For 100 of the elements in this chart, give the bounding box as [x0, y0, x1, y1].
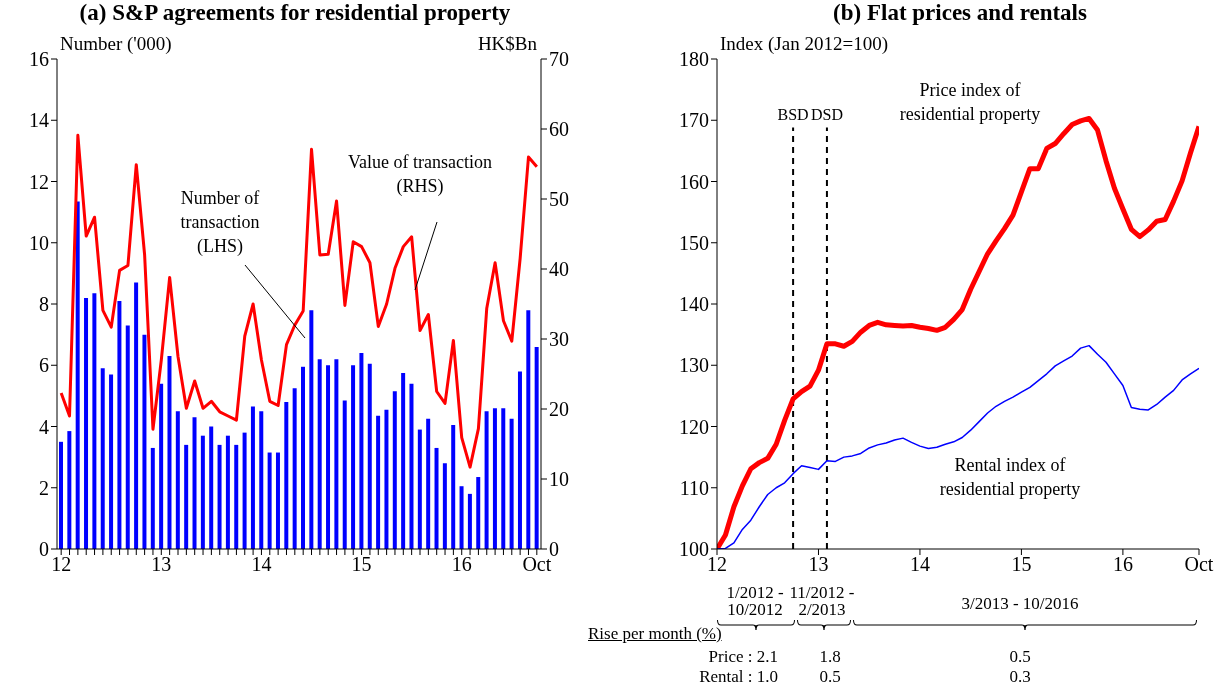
bar — [526, 310, 531, 549]
bar — [167, 356, 172, 549]
bar — [125, 325, 130, 549]
text: 1/2012 - 10/2012 — [726, 583, 784, 619]
bar — [376, 415, 381, 549]
bar — [509, 418, 514, 549]
bar — [150, 447, 155, 549]
bar — [134, 282, 139, 549]
x-tick-label: 16 — [1112, 553, 1133, 576]
y-tick-label: 0 — [39, 538, 49, 561]
x-tick-label: Oct — [1184, 553, 1214, 576]
bar — [200, 435, 205, 549]
bar — [476, 477, 481, 549]
bar — [434, 447, 439, 549]
bar — [75, 201, 80, 549]
bar — [409, 383, 414, 549]
bar — [317, 359, 322, 549]
y-tick-label: 160 — [679, 170, 709, 193]
y2-tick-label: 10 — [549, 468, 569, 491]
bar — [175, 411, 180, 549]
bar — [100, 368, 105, 549]
bar — [284, 402, 289, 549]
bar — [351, 365, 356, 549]
x-tick-label: 15 — [351, 553, 372, 576]
bar — [359, 353, 364, 549]
bar — [484, 411, 489, 549]
text: 3/2013 - 10/2016 — [960, 594, 1080, 613]
y-tick-label: 8 — [39, 293, 49, 316]
bar — [234, 444, 239, 549]
bar — [309, 310, 314, 549]
bar — [159, 383, 164, 549]
bar — [517, 371, 522, 549]
bar — [467, 493, 472, 549]
ref-line-label: BSD — [777, 105, 809, 123]
y2-tick-label: 20 — [549, 398, 569, 421]
x-tick-label: 13 — [808, 553, 829, 576]
y-tick-label: 2 — [39, 476, 49, 499]
x-tick-label: 12 — [707, 553, 727, 576]
bar — [342, 400, 347, 549]
y-tick-label: 120 — [679, 415, 709, 438]
y-tick-label: 16 — [29, 48, 49, 71]
text: 0.3 — [1008, 667, 1032, 686]
bar — [142, 334, 147, 549]
bar — [334, 359, 339, 549]
y-tick-label: 4 — [39, 415, 49, 438]
y-tick-label: 180 — [679, 48, 709, 71]
bar — [250, 406, 255, 549]
line-series — [59, 133, 539, 469]
bar — [367, 363, 372, 549]
bar — [442, 463, 447, 549]
x-tick-label: 16 — [451, 553, 472, 576]
bar — [426, 418, 431, 549]
y-tick-label: 150 — [679, 231, 709, 254]
y-tick-label: 140 — [679, 293, 709, 316]
bar — [192, 417, 197, 549]
x-tick-label: 15 — [1011, 553, 1032, 576]
bar — [267, 452, 272, 549]
y-tick-label: 130 — [679, 354, 709, 377]
y2-tick-label: 50 — [549, 188, 569, 211]
y2-tick-label: 60 — [549, 118, 569, 141]
bar — [384, 409, 389, 549]
text: Price : 2.1 — [707, 647, 778, 666]
y-tick-label: 100 — [679, 538, 709, 561]
y-tick-label: 110 — [679, 476, 709, 499]
bar — [392, 391, 397, 549]
text: 0.5 — [1008, 647, 1032, 666]
series-label: Value of transaction (RHS) — [347, 151, 493, 198]
y2-tick-label: 70 — [549, 48, 569, 71]
bar — [92, 293, 97, 549]
bar — [326, 365, 331, 549]
bar — [59, 441, 63, 549]
y-axis-title: Index (Jan 2012=100) — [720, 33, 888, 55]
text: 1.8 — [818, 647, 842, 666]
bar — [275, 452, 280, 549]
text: Rental : 1.0 — [698, 667, 778, 686]
y-tick-label: 6 — [39, 354, 49, 377]
bar — [184, 444, 189, 549]
text: 0.5 — [818, 667, 842, 686]
bar — [401, 372, 406, 549]
bar — [492, 408, 497, 549]
bar — [225, 435, 230, 549]
bar — [292, 388, 297, 549]
series-label: Rental index of residential property — [938, 454, 1082, 501]
x-tick-label: 13 — [151, 553, 172, 576]
bar — [217, 444, 222, 549]
bar — [109, 374, 114, 549]
bar — [451, 424, 456, 549]
bar — [534, 346, 539, 549]
bar — [242, 432, 247, 549]
x-tick-label: 14 — [251, 553, 272, 576]
bar — [501, 408, 506, 549]
y2-tick-label: 30 — [549, 328, 569, 351]
bar — [84, 297, 89, 549]
text: Rise per month (%) — [588, 624, 723, 643]
bar — [259, 411, 264, 549]
bar — [459, 486, 464, 549]
series-label: Price index of residential property — [898, 79, 1042, 126]
bar — [67, 431, 72, 549]
y-axis-title: Number ('000) — [60, 33, 172, 55]
bar — [417, 429, 422, 549]
